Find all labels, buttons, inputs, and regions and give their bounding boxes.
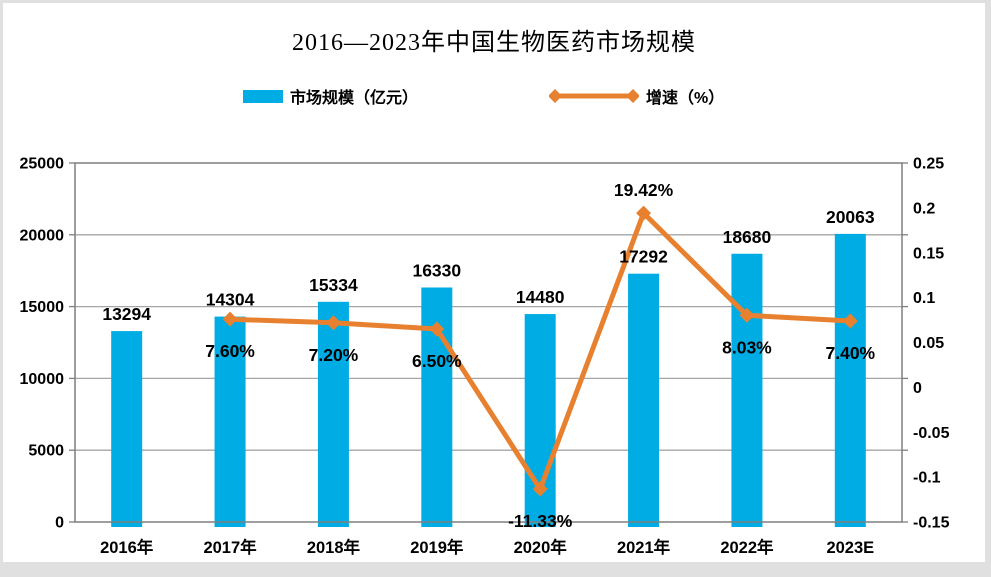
plot-border bbox=[74, 162, 903, 523]
line-marker bbox=[325, 315, 341, 331]
left-axis-label: 20000 bbox=[20, 227, 65, 244]
right-axis-label: -0.05 bbox=[913, 425, 950, 442]
growth-value-label: 19.42% bbox=[614, 180, 674, 200]
right-axis-label: 0 bbox=[913, 380, 922, 397]
legend-item-market-size: 市场规模（亿元） bbox=[243, 85, 418, 107]
bar-value-label: 13294 bbox=[102, 304, 151, 324]
bar-value-label: 18680 bbox=[723, 227, 772, 247]
right-axis-label: -0.15 bbox=[913, 515, 950, 532]
bar bbox=[731, 253, 763, 528]
x-axis-label: 2016年 bbox=[100, 537, 154, 557]
line-marker bbox=[532, 481, 548, 497]
line-marker bbox=[739, 307, 755, 323]
growth-value-label: -11.33% bbox=[508, 511, 573, 531]
line-marker bbox=[429, 321, 445, 337]
bar-value-label: 14480 bbox=[516, 287, 565, 307]
right-axis-label: 0.2 bbox=[913, 200, 935, 217]
right-axis-label: 0.25 bbox=[913, 156, 944, 173]
growth-value-label: 7.20% bbox=[309, 345, 359, 365]
combo-chart: 0 5000 10000 15000 20000 25000 0.25 0.2 0.15 0.1 0… bbox=[20, 156, 950, 558]
legend-label-growth-rate: 增速（%） bbox=[646, 90, 725, 107]
left-axis-label: 25000 bbox=[20, 156, 65, 173]
bar-value-label: 15334 bbox=[309, 275, 358, 295]
legend-item-growth-rate: 增速（%） bbox=[548, 85, 725, 107]
x-axis-label: 2021年 bbox=[617, 537, 671, 557]
x-axis-label: 2022年 bbox=[720, 537, 774, 557]
left-axis-label: 15000 bbox=[20, 299, 65, 316]
line-marker bbox=[222, 311, 238, 327]
x-axis-label: 2019年 bbox=[410, 537, 464, 557]
bar-value-label: 17292 bbox=[619, 247, 668, 267]
bar-value-label: 14304 bbox=[206, 290, 255, 310]
growth-value-label: 8.03% bbox=[722, 337, 772, 357]
left-axis-label: 10000 bbox=[20, 371, 65, 388]
bar bbox=[317, 301, 349, 527]
x-axis-label: 2017年 bbox=[203, 537, 257, 557]
growth-value-label: 7.40% bbox=[826, 343, 876, 363]
growth-value-label: 7.60% bbox=[205, 341, 255, 361]
chart-title: 2016—2023年中国生物医药市场规模 bbox=[292, 30, 696, 56]
line-marker bbox=[636, 205, 652, 221]
bar-value-label: 20063 bbox=[826, 207, 875, 227]
legend-label-market-size: 市场规模（亿元） bbox=[290, 90, 419, 107]
bar bbox=[628, 273, 660, 527]
bar bbox=[111, 331, 143, 527]
bar bbox=[834, 233, 866, 527]
chart-panel: 2016—2023年中国生物医药市场规模 市场规模（亿元） 增速（%） 0 500… bbox=[3, 3, 985, 562]
line-series-swatch-icon bbox=[548, 88, 640, 104]
legend: 市场规模（亿元） 增速（%） bbox=[3, 85, 985, 107]
left-axis-label: 5000 bbox=[28, 443, 64, 460]
x-axis-label: 2020年 bbox=[514, 537, 568, 557]
growth-value-label: 6.50% bbox=[412, 351, 462, 371]
x-axis-label: 2023E bbox=[826, 539, 874, 557]
line-marker bbox=[842, 313, 858, 329]
right-axis-label: -0.1 bbox=[913, 470, 941, 487]
right-axis-label: 0.05 bbox=[913, 335, 944, 352]
left-axis-label: 0 bbox=[55, 515, 64, 532]
bar bbox=[214, 316, 246, 527]
bar-series-swatch-icon bbox=[243, 89, 283, 103]
x-axis-label: 2018年 bbox=[307, 537, 361, 557]
right-axis-label: 0.15 bbox=[913, 245, 944, 262]
right-axis-label: 0.1 bbox=[913, 290, 935, 307]
bar-value-label: 16330 bbox=[412, 261, 461, 281]
